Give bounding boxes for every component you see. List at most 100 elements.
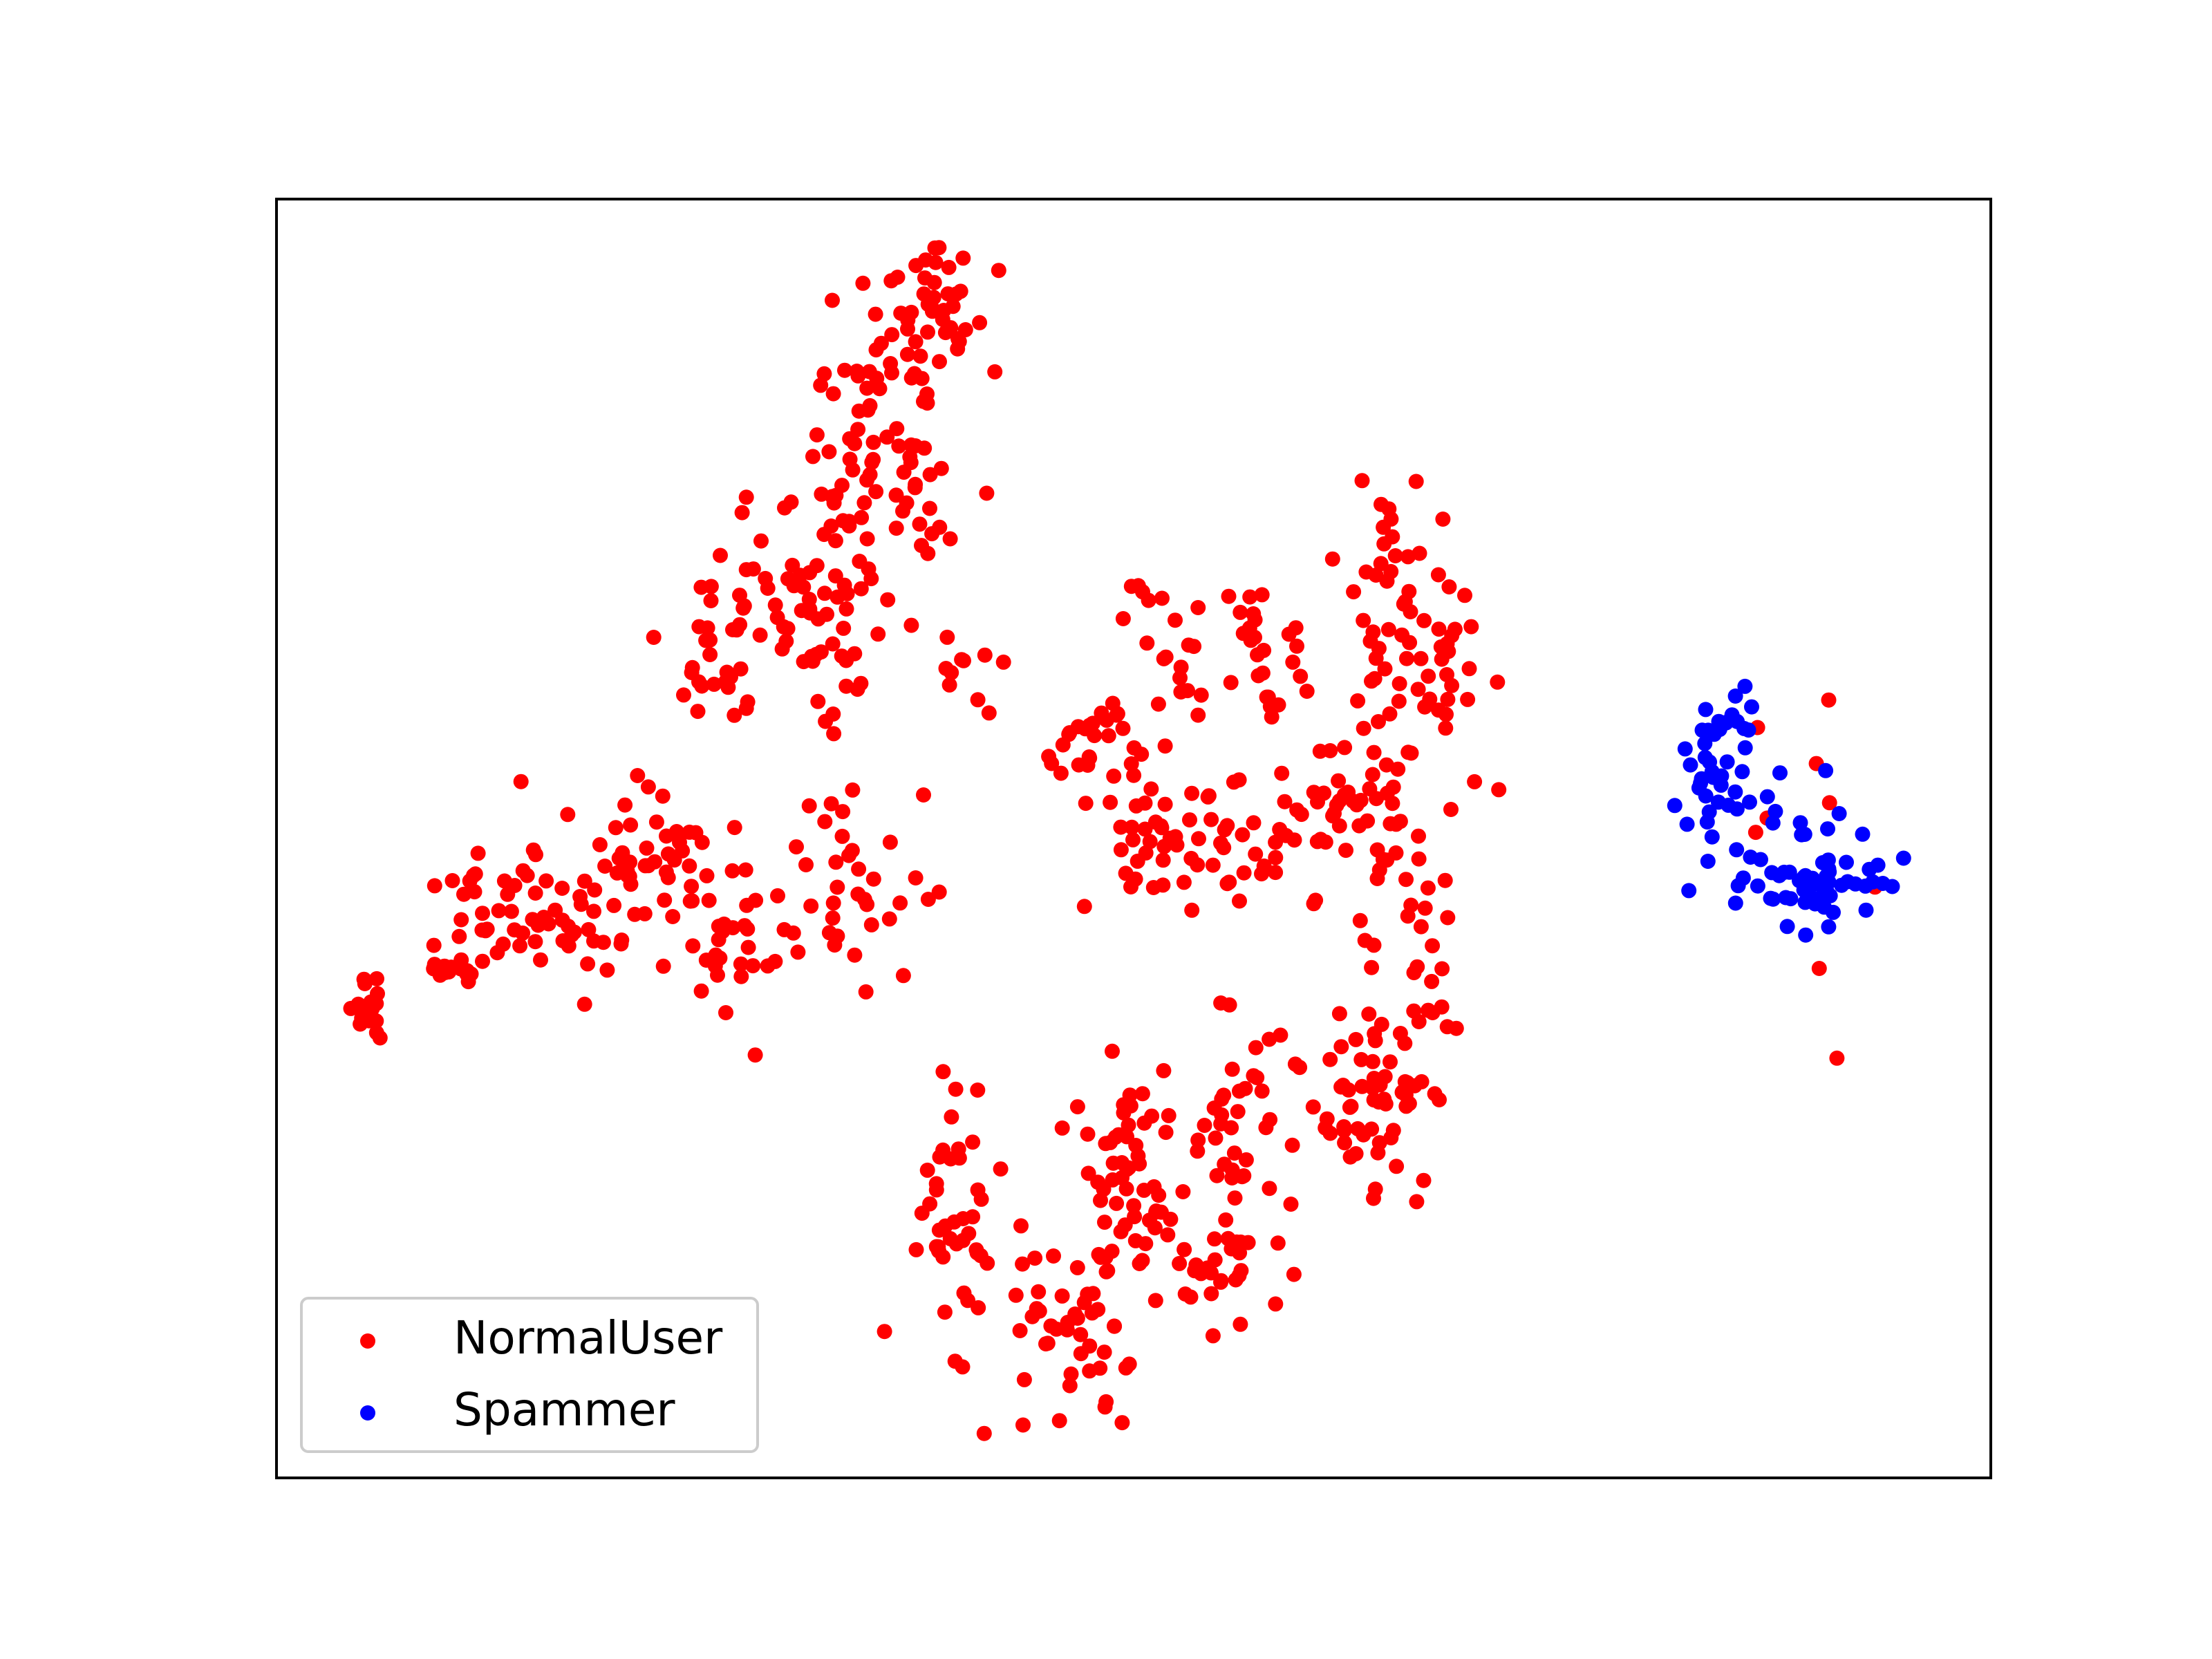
point-normaluser [916,787,931,803]
legend-box [300,1297,759,1453]
point-normaluser [868,342,884,358]
point-normaluser [1173,684,1189,700]
point-normaluser [560,807,576,823]
point-normaluser [1281,626,1297,642]
point-normaluser [1322,743,1338,758]
point-normaluser [1220,1230,1236,1246]
point-normaluser [870,626,886,642]
point-normaluser [924,299,939,315]
point-normaluser [630,768,646,783]
point-normaluser [903,370,919,386]
point-normaluser [838,601,854,617]
point-normaluser [1293,668,1309,684]
point-normaluser [1190,857,1206,873]
point-normaluser [850,886,866,902]
point-normaluser [1197,1118,1212,1133]
point-normaluser [845,782,861,798]
point-normaluser [920,324,935,340]
point-normaluser [1268,865,1284,881]
point-normaluser [1268,1296,1284,1312]
point-normaluser [1158,1125,1174,1141]
point-normaluser [893,306,909,321]
point-normaluser [1161,1107,1177,1123]
point-normaluser [1254,1083,1270,1099]
point-normaluser [1100,728,1116,744]
point-normaluser [859,472,875,488]
point-normaluser [1264,709,1280,725]
point-normaluser [538,873,554,889]
point-normaluser [724,863,740,879]
point-normaluser [1169,837,1185,853]
point-normaluser [745,561,761,577]
point-normaluser [343,1000,359,1016]
point-normaluser [525,842,541,858]
point-normaluser [1143,781,1159,797]
point-normaluser [935,1064,951,1080]
point-normaluser [1031,1284,1047,1300]
legend-label-normaluser: NormalUser [453,1311,723,1365]
point-normaluser [617,853,632,868]
point-normaluser [1160,1227,1176,1243]
point-normaluser [823,796,839,812]
point-normaluser [1380,621,1396,637]
point-normaluser [655,788,671,804]
point-normaluser [503,903,519,919]
point-normaluser [903,437,919,453]
point-normaluser [566,924,582,940]
point-normaluser [1218,1212,1234,1228]
point-normaluser [943,1151,959,1167]
point-normaluser [1364,959,1380,975]
point-spammer [1895,850,1911,866]
point-normaluser [657,892,673,908]
point-normaluser [930,1239,946,1255]
point-normaluser [792,568,808,583]
point-normaluser [368,1013,384,1029]
point-normaluser [1053,765,1069,781]
point-normaluser [599,962,615,978]
point-normaluser [1414,1074,1430,1089]
point-normaluser [1368,568,1384,583]
point-normaluser [1385,529,1400,545]
point-spammer [1772,765,1788,781]
point-normaluser [903,617,919,633]
point-spammer [1870,857,1886,873]
point-normaluser [882,834,898,850]
point-normaluser [1139,635,1155,651]
point-normaluser [1356,612,1371,628]
point-spammer [1818,762,1834,778]
point-spammer [1839,854,1854,870]
point-normaluser [1216,840,1232,856]
point-normaluser [1437,872,1453,888]
point-normaluser [1305,1099,1321,1115]
point-normaluser [586,933,601,949]
point-normaluser [1411,1014,1427,1029]
point-normaluser [1388,816,1404,832]
point-normaluser [1248,1040,1264,1056]
point-normaluser [834,648,850,664]
point-normaluser [1224,1120,1239,1136]
point-normaluser [1145,880,1161,895]
point-normaluser [1232,893,1247,909]
point-normaluser [1213,995,1229,1011]
point-normaluser [691,674,706,690]
point-normaluser [841,847,856,863]
point-normaluser [1377,661,1393,677]
point-normaluser [1038,1336,1053,1352]
point-normaluser [1424,973,1440,989]
point-normaluser [1811,961,1827,976]
point-normaluser [956,653,971,668]
point-normaluser [1126,1198,1142,1214]
point-normaluser [1356,720,1371,736]
point-normaluser [1408,474,1424,489]
point-normaluser [427,957,442,973]
point-normaluser [554,881,570,896]
plot-frame [275,198,1992,1479]
point-spammer [1808,892,1824,908]
point-normaluser [1364,1121,1380,1137]
point-normaluser [825,489,841,505]
point-normaluser [470,845,486,861]
point-normaluser [1248,846,1264,862]
point-normaluser [1409,1194,1425,1210]
point-normaluser [847,947,863,963]
point-normaluser [1371,1135,1387,1151]
